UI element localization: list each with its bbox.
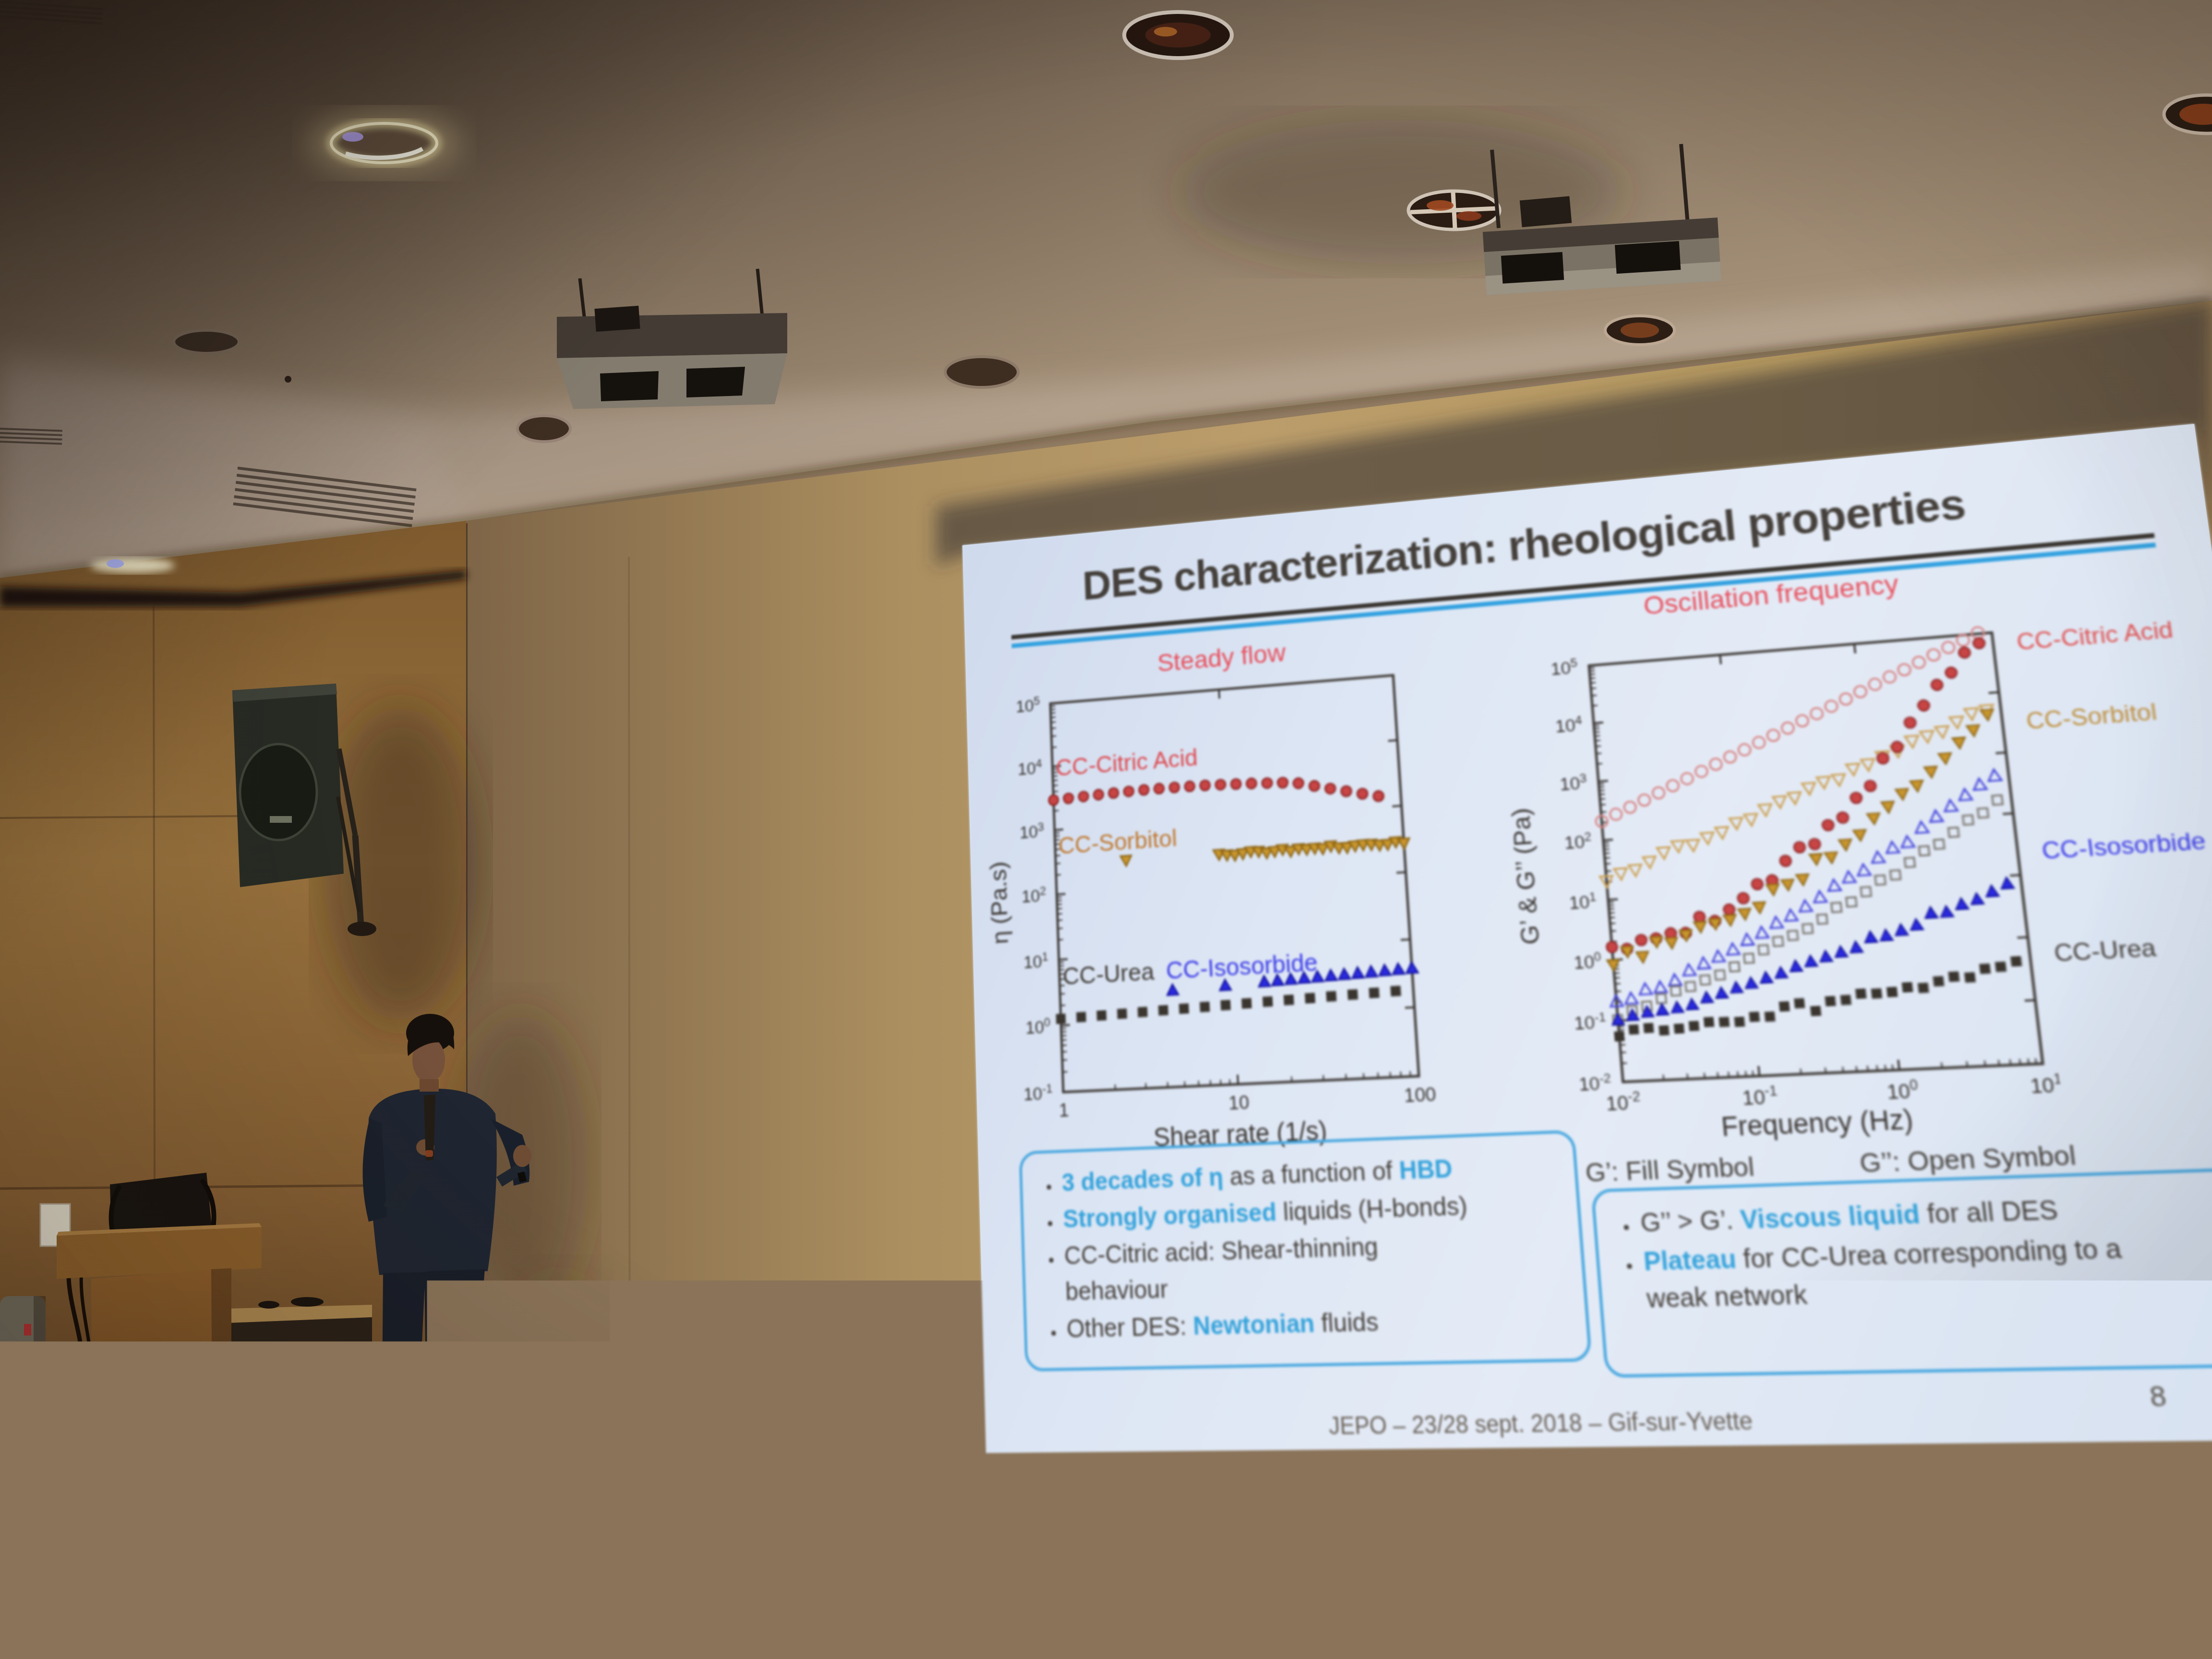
svg-text:100: 100 [1573,949,1602,973]
svg-text:101: 101 [1023,950,1048,972]
svg-text:CC-Citric Acid: CC-Citric Acid [1056,744,1199,781]
svg-text:105: 105 [1015,694,1040,716]
svg-text:1: 1 [1058,1099,1069,1121]
svg-text:104: 104 [1554,713,1583,737]
svg-text:100: 100 [1404,1083,1437,1106]
svg-text:CC-Sorbitol: CC-Sorbitol [1058,825,1178,860]
svg-text:10-1: 10-1 [1023,1082,1053,1104]
svg-text:102: 102 [1021,885,1046,907]
svg-text:103: 103 [1559,771,1587,795]
svg-text:100: 100 [1886,1077,1920,1104]
svg-text:10-1: 10-1 [1573,1010,1607,1034]
svg-text:CC-Isosorbide: CC-Isosorbide [1166,949,1319,985]
svg-text:105: 105 [1550,656,1578,679]
svg-text:102: 102 [1563,830,1593,854]
svg-text:10-2: 10-2 [1605,1088,1642,1115]
svg-text:10-1: 10-1 [1741,1082,1779,1109]
svg-text:CC-Urea: CC-Urea [1062,958,1155,990]
svg-text:104: 104 [1017,757,1042,779]
svg-text:100: 100 [1025,1015,1051,1038]
svg-text:10-2: 10-2 [1578,1071,1612,1095]
svg-text:10: 10 [1228,1091,1250,1114]
svg-text:101: 101 [1568,890,1598,913]
svg-text:101: 101 [2029,1070,2064,1098]
svg-text:103: 103 [1019,820,1044,842]
